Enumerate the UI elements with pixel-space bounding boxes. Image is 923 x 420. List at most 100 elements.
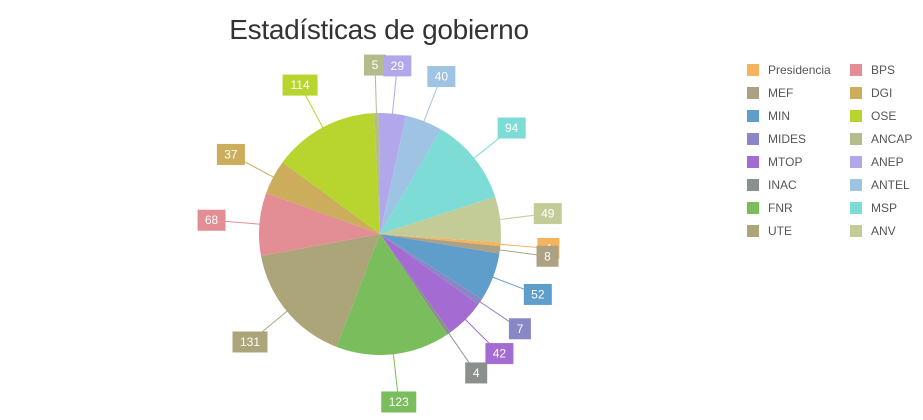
data-label-mtop-4: 42 (485, 343, 514, 365)
data-label-box (232, 331, 268, 353)
data-label-box (508, 318, 531, 340)
pie-slice-anv-15[interactable] (380, 196, 502, 243)
data-label-text: 131 (240, 335, 260, 349)
legend-swatch (747, 87, 759, 99)
legend-item-antel[interactable]: ANTEL (850, 175, 910, 195)
data-label-text: 4 (473, 366, 480, 380)
data-label-inac-5: 4 (465, 362, 488, 384)
legend-item-ose[interactable]: OSE (850, 106, 896, 126)
data-label-msp-14: 94 (497, 117, 526, 139)
pie-slice-fnr-6[interactable] (336, 234, 448, 356)
pie-slice-ute-1[interactable] (380, 234, 501, 254)
pie-slice-inac-5[interactable] (380, 234, 451, 335)
data-label-text: 114 (290, 78, 309, 92)
legend-item-inac[interactable]: INAC (747, 175, 797, 195)
legend-label: ANEP (871, 155, 904, 169)
data-label-ute-1: 8 (536, 245, 559, 267)
chart-title: Estadísticas de gobierno (229, 14, 529, 45)
pie-slice-ose-10[interactable] (282, 113, 380, 234)
legend-item-mides[interactable]: MIDES (747, 129, 806, 149)
legend-swatch (747, 225, 759, 237)
pie-slice-ute-7[interactable] (261, 234, 380, 347)
legend-label: MIN (768, 109, 790, 123)
legend-swatch (850, 87, 862, 99)
data-label-min-2: 52 (523, 283, 552, 305)
pie-slice-antel-13[interactable] (380, 115, 441, 234)
legend-item-msp[interactable]: MSP (850, 198, 897, 218)
data-label-box (197, 209, 226, 231)
pie-slice-msp-14[interactable] (380, 129, 496, 234)
legend-item-bps[interactable]: BPS (850, 60, 895, 80)
data-label-box (364, 54, 387, 76)
legend-swatch (850, 225, 862, 237)
data-label-box (485, 343, 514, 365)
legend-item-ute[interactable]: UTE (747, 221, 792, 241)
pie-slice-dgi-9[interactable] (266, 162, 380, 234)
legend-label: Presidencia (768, 63, 831, 77)
leader-line-6 (391, 345, 399, 397)
legend-swatch (850, 179, 862, 191)
leader-line-5 (443, 326, 474, 369)
legend-label: MEF (768, 86, 794, 100)
legend-item-anep[interactable]: ANEP (850, 152, 904, 172)
leader-line-8 (217, 220, 268, 226)
legend-label: OSE (871, 109, 897, 123)
leader-line-12 (391, 71, 398, 123)
data-label-text: 29 (391, 59, 405, 73)
data-label-box (533, 203, 562, 225)
legend-label: FNR (768, 201, 793, 215)
data-label-ancap-11: 5 (364, 54, 387, 76)
legend-label: BPS (871, 63, 896, 77)
leader-line-1 (491, 248, 542, 256)
legend-label: ANTEL (871, 178, 910, 192)
pie-slice-ancap-11[interactable] (374, 113, 380, 234)
data-label-ute-7: 131 (232, 331, 268, 353)
legend-item-min[interactable]: MIN (747, 106, 790, 126)
data-label-text: 40 (435, 70, 449, 84)
data-label-text: 94 (505, 121, 519, 135)
pie-slice-bps-8[interactable] (259, 192, 380, 257)
data-label-box (216, 143, 245, 165)
legend-swatch (850, 110, 862, 122)
data-label-anv-15: 49 (533, 203, 562, 225)
legend-item-fnr[interactable]: FNR (747, 198, 793, 218)
data-label-text: 7 (517, 322, 524, 336)
data-label-box (282, 74, 318, 96)
legend-item-anv[interactable]: ANV (850, 221, 896, 241)
legend-label: MIDES (768, 132, 807, 146)
legend-label: MTOP (768, 155, 803, 169)
data-label-box (427, 66, 456, 88)
data-label-box (381, 391, 417, 413)
data-label-text: 68 (205, 213, 219, 227)
legend-item-mef[interactable]: MEF (747, 83, 793, 103)
pie-slice-mides-3[interactable] (380, 234, 482, 305)
legend-swatch (850, 64, 862, 76)
legend-label: DGI (871, 86, 893, 100)
legend-item-presidencia[interactable]: Presidencia (747, 60, 831, 80)
legend-label: MSP (871, 201, 898, 215)
data-label-box (523, 283, 552, 305)
pie-slice-anep-12[interactable] (378, 113, 406, 234)
data-label-box (465, 362, 488, 384)
legend-item-dgi[interactable]: DGI (850, 83, 892, 103)
legend-swatch (747, 64, 759, 76)
pie-slice-presidencia-0[interactable] (380, 234, 501, 247)
pie-slice-mtop-4[interactable] (380, 234, 479, 333)
leader-line-0 (492, 243, 543, 249)
legend-item-ancap[interactable]: ANCAP (850, 129, 912, 149)
data-label-antel-13: 40 (427, 66, 456, 88)
legend-label: UTE (768, 224, 792, 238)
data-label-text: 5 (372, 58, 379, 72)
data-label-box (497, 117, 526, 139)
pie-slice-min-2[interactable] (380, 234, 500, 300)
legend-swatch (850, 156, 862, 168)
legend-label: ANCAP (871, 132, 913, 146)
leader-line-10 (302, 90, 328, 136)
data-label-box (383, 55, 412, 77)
data-label-text: 37 (224, 147, 238, 161)
data-label-text: 42 (493, 347, 507, 361)
data-label-text: 49 (541, 207, 555, 221)
legend-swatch (850, 202, 862, 214)
data-label-ose-10: 114 (282, 74, 318, 96)
legend-item-mtop[interactable]: MTOP (747, 152, 802, 172)
